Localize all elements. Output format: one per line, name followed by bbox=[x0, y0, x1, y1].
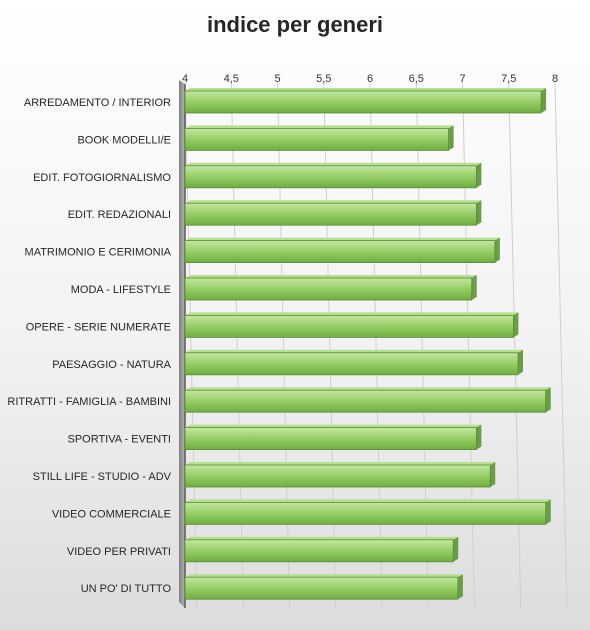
bar bbox=[184, 499, 551, 525]
bar bbox=[184, 462, 496, 488]
bar bbox=[184, 574, 463, 600]
bar bbox=[184, 424, 482, 451]
bar-front-face bbox=[184, 202, 477, 226]
bar-top-face bbox=[185, 200, 482, 204]
x-tick-label: 6 bbox=[367, 73, 373, 85]
bar-top-face bbox=[185, 162, 482, 166]
bar bbox=[184, 88, 547, 114]
gridline bbox=[323, 81, 337, 609]
x-tick-label: 7,5 bbox=[501, 73, 516, 85]
category-label: SPORTIVA - EVENTI bbox=[67, 434, 171, 446]
bar-front-face bbox=[184, 539, 454, 563]
category-label: PAESAGGIO - NATURA bbox=[52, 359, 171, 371]
bar-top-face bbox=[185, 237, 500, 241]
gridline bbox=[230, 81, 244, 609]
x-tick-label: 8 bbox=[552, 73, 558, 85]
bar-end-face bbox=[541, 88, 547, 113]
bar-top-face bbox=[185, 349, 523, 353]
bar bbox=[184, 162, 482, 189]
bar-end-face bbox=[513, 312, 519, 338]
bar bbox=[184, 349, 523, 376]
bar-end-face bbox=[490, 462, 496, 487]
bar-top-face bbox=[185, 88, 547, 91]
bar-top-face bbox=[185, 312, 519, 316]
category-label: MATRIMONIO E CERIMONIA bbox=[25, 247, 172, 259]
gridline bbox=[415, 81, 429, 609]
bar bbox=[184, 125, 454, 151]
gridline bbox=[462, 81, 475, 609]
x-tick-label: 7 bbox=[459, 73, 465, 85]
x-tick-label: 5,5 bbox=[316, 73, 331, 85]
category-label: ARREDAMENTO / INTERIOR bbox=[24, 97, 171, 109]
bar-end-face bbox=[471, 275, 477, 300]
bar-front-face bbox=[184, 90, 542, 114]
bar-front-face bbox=[184, 277, 473, 301]
bar-front-face bbox=[184, 464, 491, 488]
y-axis-wall bbox=[179, 80, 185, 608]
bar bbox=[184, 536, 459, 563]
bar bbox=[184, 200, 482, 226]
bar-end-face bbox=[494, 237, 500, 263]
x-tick-label: 4,5 bbox=[224, 73, 239, 85]
bar-end-face bbox=[545, 387, 551, 413]
gridline bbox=[184, 81, 198, 609]
bar-front-face bbox=[184, 389, 547, 413]
bar-top-face bbox=[185, 125, 454, 129]
bar-top-face bbox=[185, 574, 463, 578]
bar-top-face bbox=[185, 424, 482, 428]
bar-end-face bbox=[476, 200, 482, 226]
bar-top-face bbox=[185, 462, 496, 465]
category-label: RITRATTI - FAMIGLIA - BAMBINI bbox=[7, 396, 171, 408]
x-tick-label: 5 bbox=[274, 73, 280, 85]
bar-front-face bbox=[184, 240, 496, 264]
bar bbox=[184, 312, 519, 338]
category-label: UN PO' DI TUTTO bbox=[81, 583, 172, 595]
bar bbox=[184, 237, 500, 264]
gridline bbox=[277, 81, 290, 609]
gridline bbox=[508, 81, 522, 609]
bar-end-face bbox=[448, 125, 454, 151]
bar bbox=[184, 387, 551, 413]
bar-top-face bbox=[185, 387, 551, 391]
category-label: OPERE - SERIE NUMERATE bbox=[26, 321, 171, 333]
category-label: MODA - LIFESTYLE bbox=[71, 284, 171, 296]
bar-front-face bbox=[184, 127, 450, 151]
bar-end-face bbox=[453, 536, 459, 562]
bar bbox=[184, 275, 477, 301]
bar-top-face bbox=[185, 499, 551, 503]
category-label: EDIT. FOTOGIORNALISMO bbox=[33, 172, 171, 184]
bar-end-face bbox=[476, 162, 482, 188]
category-label: BOOK MODELLI/E bbox=[77, 134, 171, 146]
bar-end-face bbox=[457, 574, 463, 600]
bar-front-face bbox=[184, 314, 514, 338]
category-label: EDIT. REDAZIONALI bbox=[68, 209, 171, 221]
category-label: STILL LIFE - STUDIO - ADV bbox=[33, 471, 172, 483]
x-tick-label: 6,5 bbox=[409, 73, 424, 85]
gridline bbox=[369, 81, 383, 609]
category-label: VIDEO COMMERCIALE bbox=[52, 508, 171, 520]
bar-front-face bbox=[184, 501, 547, 525]
bar-end-face bbox=[476, 424, 482, 450]
gridline bbox=[554, 81, 568, 609]
bar-front-face bbox=[184, 427, 477, 451]
bar-front-face bbox=[184, 165, 477, 189]
bar-end-face bbox=[518, 349, 523, 375]
bar-top-face bbox=[185, 275, 477, 278]
x-tick-label: 4 bbox=[182, 73, 188, 85]
category-label: VIDEO PER PRIVATI bbox=[67, 546, 171, 558]
chart-title: indice per generi bbox=[206, 12, 384, 37]
bar-top-face bbox=[185, 536, 459, 540]
bar-front-face bbox=[184, 576, 459, 600]
bar-end-face bbox=[545, 499, 551, 525]
bar-front-face bbox=[184, 352, 519, 376]
